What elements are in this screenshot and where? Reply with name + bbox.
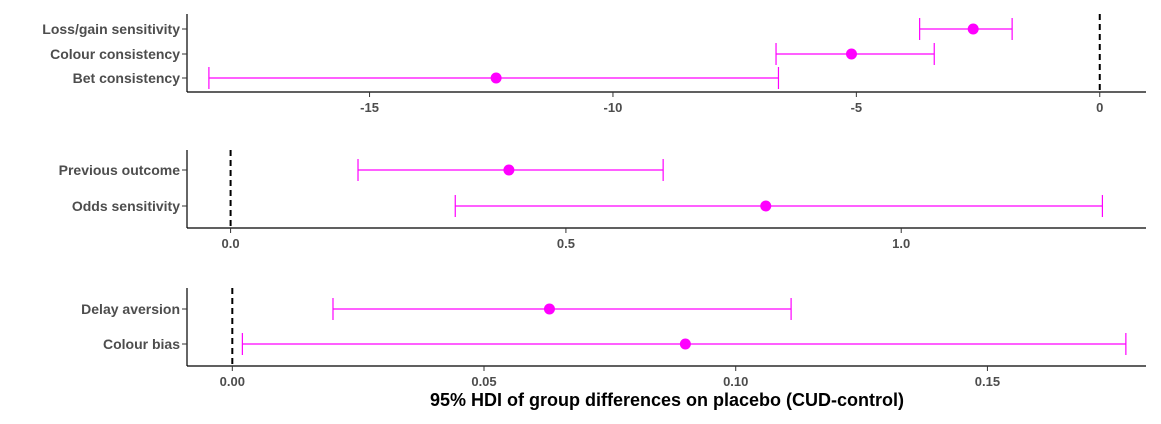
estimate-point: [760, 200, 772, 212]
row-label: Bet consistency: [73, 70, 181, 86]
x-tick-label: 0: [1096, 100, 1103, 115]
panels: -15 -10 -5 0 Loss/gain sensitivity Colour con…: [42, 14, 1146, 389]
estimate-point: [490, 72, 502, 84]
estimate-point: [967, 23, 979, 35]
x-tick-label: 0.0: [222, 236, 240, 251]
row-label: Colour consistency: [50, 46, 180, 62]
x-axis-title: 95% HDI of group differences on placebo …: [430, 390, 904, 410]
estimate-point: [679, 338, 691, 350]
x-tick-label: 1.0: [892, 236, 910, 251]
row-label: Delay aversion: [81, 301, 180, 317]
row-label: Loss/gain sensitivity: [42, 21, 180, 37]
x-tick-label: 0.10: [723, 374, 748, 389]
x-tick-label: 0.5: [557, 236, 575, 251]
row-label: Previous outcome: [59, 162, 181, 178]
estimate-point: [543, 303, 555, 315]
row-label: Colour bias: [103, 336, 180, 352]
panel-1: -15 -10 -5 0 Loss/gain sensitivity Colour con…: [42, 14, 1146, 115]
x-tick-label: 0.15: [975, 374, 1000, 389]
panel-3: 0.00 0.05 0.10 0.15 Delay aversion Colour bia…: [81, 288, 1146, 389]
x-tick-label: 0.00: [220, 374, 245, 389]
row-label: Odds sensitivity: [72, 198, 180, 214]
x-tick-label: -5: [851, 100, 863, 115]
panel-2: 0.0 0.5 1.0 Previous outcome Odds sensitivit…: [59, 150, 1146, 251]
x-tick-label: 0.05: [471, 374, 496, 389]
estimate-point: [503, 164, 515, 176]
x-tick-label: -10: [604, 100, 623, 115]
estimate-point: [845, 48, 857, 60]
x-tick-label: -15: [360, 100, 379, 115]
